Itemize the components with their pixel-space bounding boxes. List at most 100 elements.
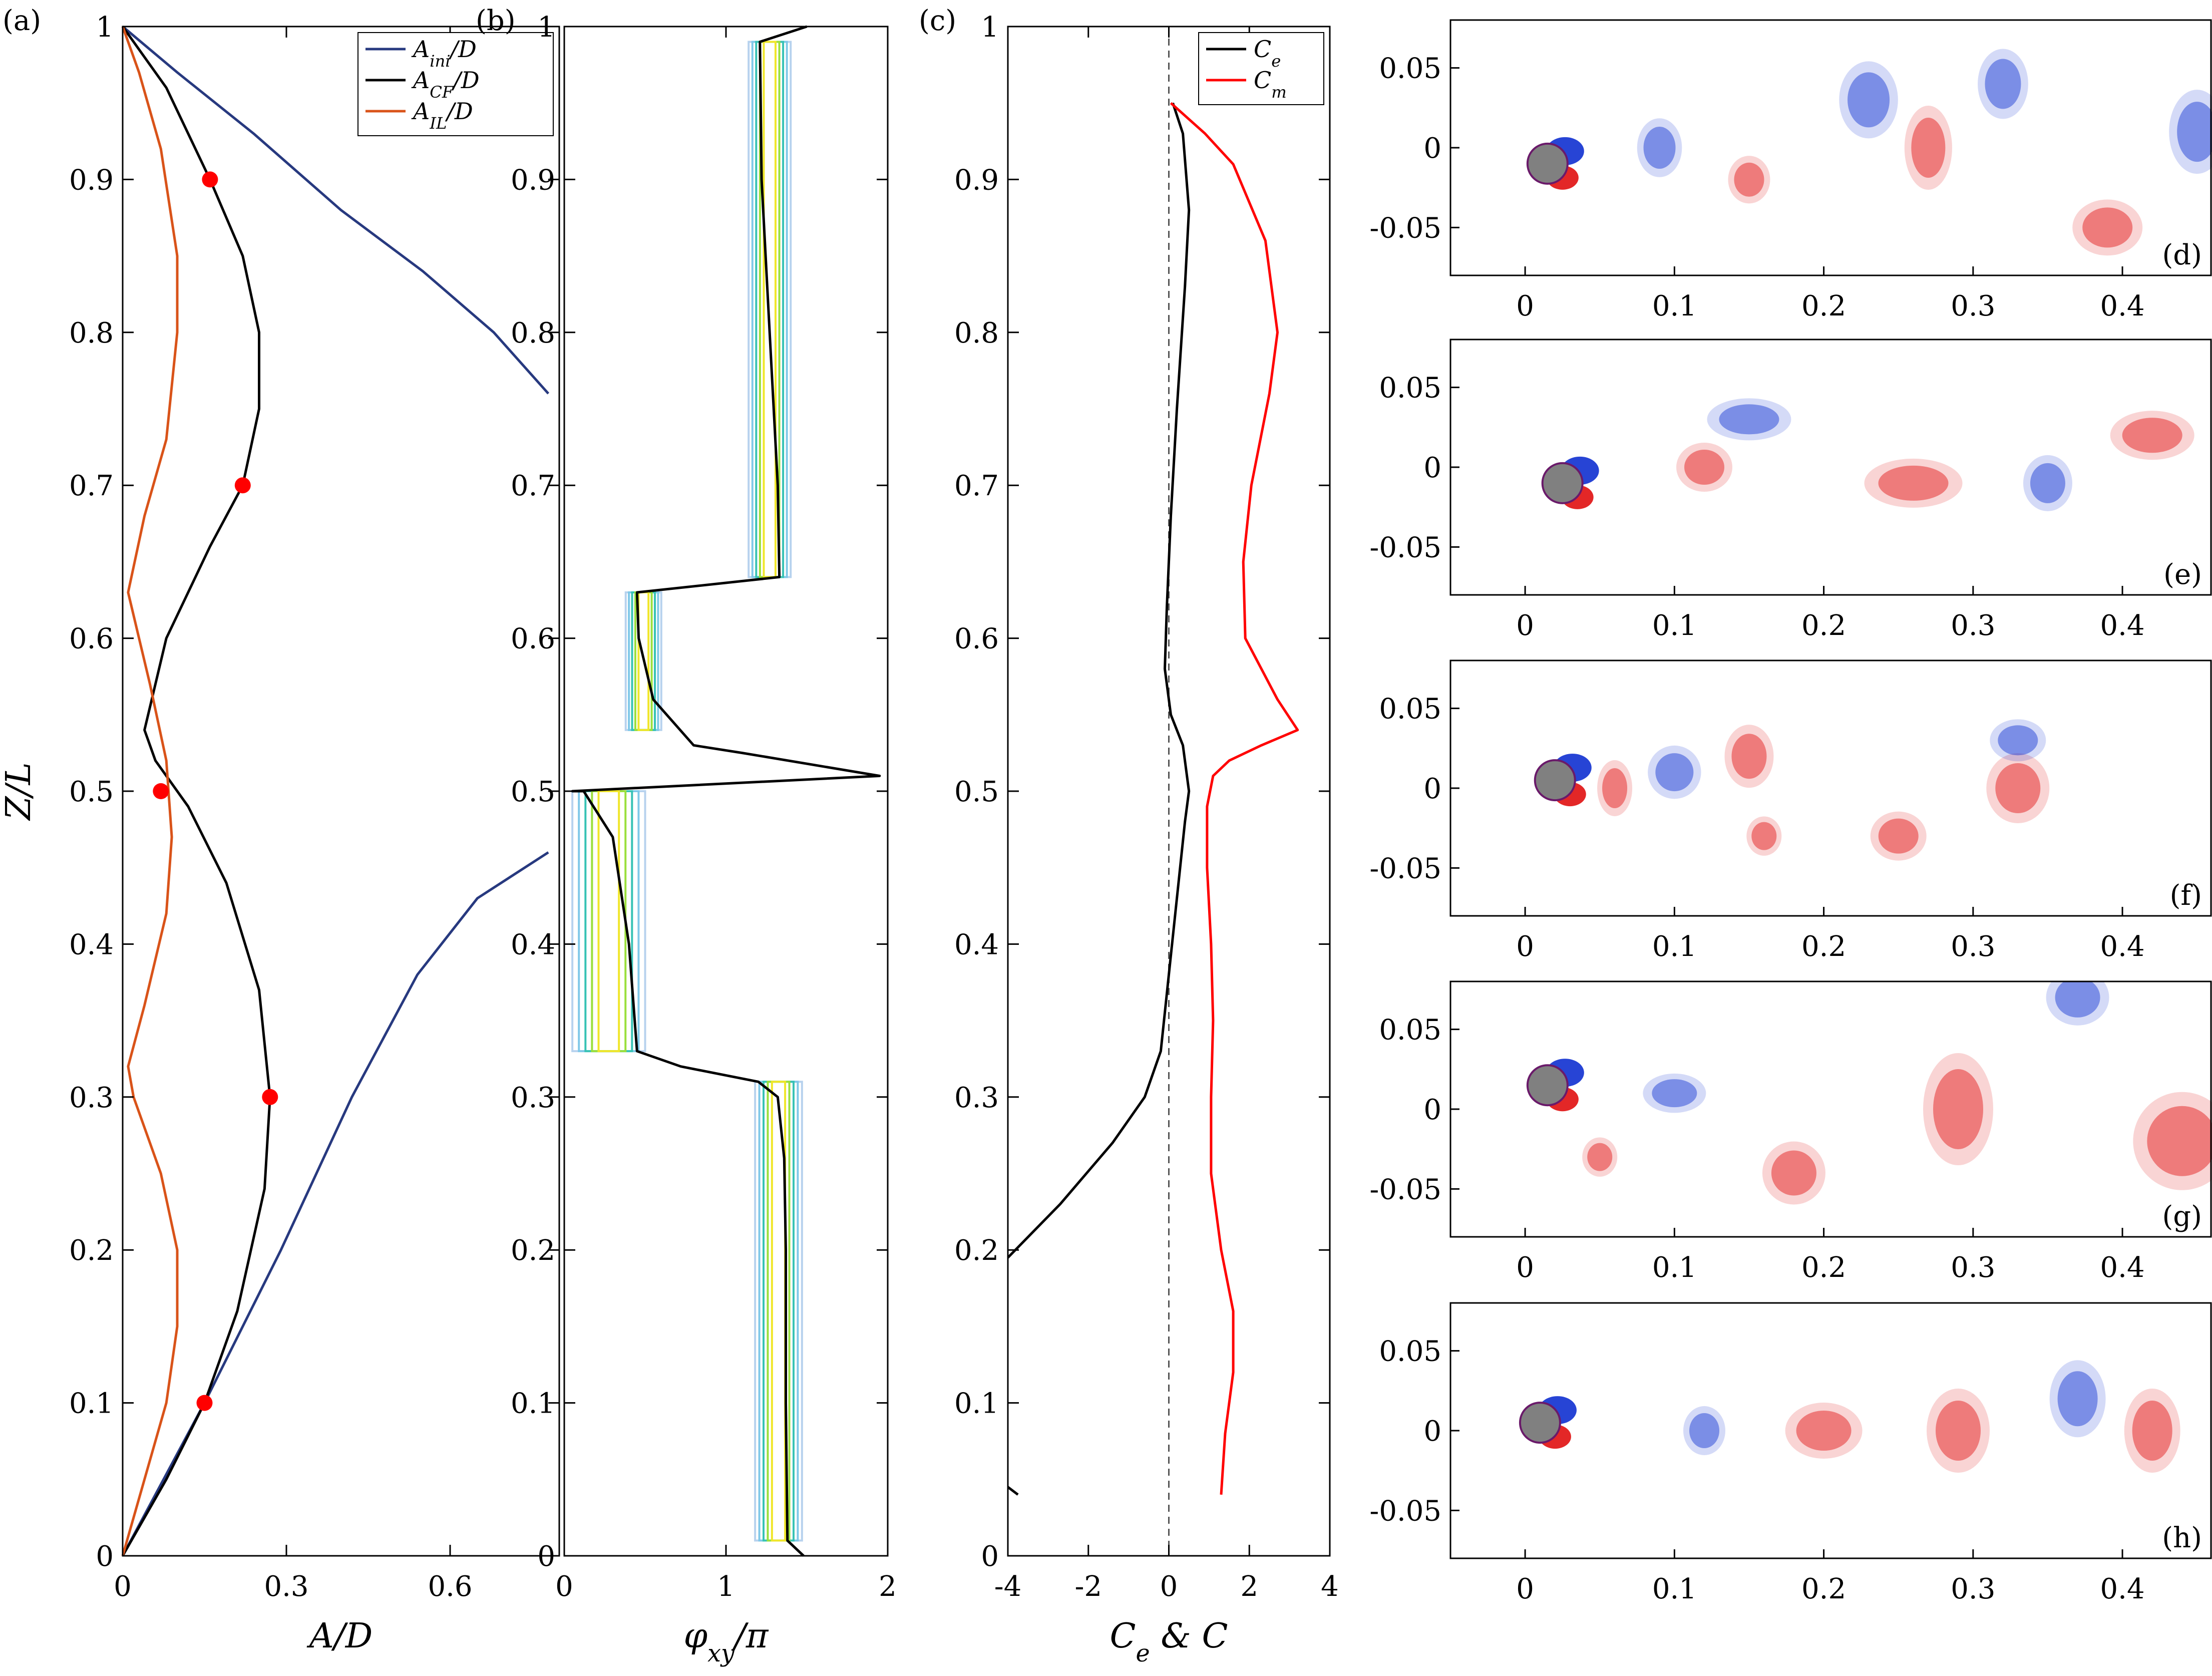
wake-panel-3: 0.05 0 -0.05 0 0.1 0.2 0.3 0.4 (g): [1369, 980, 2212, 1284]
vortex: [1602, 768, 1628, 808]
vortex-halo: [2133, 1092, 2212, 1190]
vortex: [1796, 1411, 1852, 1451]
xtick-label: 0.3: [1951, 290, 1995, 322]
vortex-halo: [1864, 458, 1963, 508]
vortex-halo: [1597, 760, 1633, 816]
ytick-label: 0.1: [954, 1388, 999, 1420]
ytick-label: -0.05: [1369, 852, 1441, 885]
xtick-label: 0.2: [1801, 290, 1846, 322]
panel-c: 0 0.1 0.2 0.3 0.4 0.5 0.6 0.7 0.8 0.9 1 -4 -2 0 2 4 Ce &…: [919, 5, 1339, 1667]
vortex-halo: [1986, 753, 2050, 823]
xtick-label: 0.1: [1652, 1251, 1697, 1284]
vortex: [1878, 818, 1919, 854]
xtick-label: 0.1: [1652, 609, 1697, 642]
vortex-halo: [1728, 156, 1770, 204]
ytick-label: 0: [96, 1540, 114, 1573]
xtick-label: 0.4: [2100, 609, 2145, 642]
wake-panel-1: 0.05 0 -0.05 0 0.1 0.2 0.3 0.4 (e): [1369, 339, 2212, 642]
wake-panel-0: 0.05 0 -0.05 0 0.1 0.2 0.3 0.4 (d): [1369, 19, 2212, 322]
x-axis-label: Ce & C: [1110, 1616, 1228, 1667]
ytick-label: 0.1: [511, 1388, 555, 1420]
vortex: [1684, 450, 1724, 485]
vortex-halo: [1676, 443, 1732, 492]
vortex-halo: [1707, 398, 1791, 441]
vortex: [1719, 404, 1779, 435]
ytick-label: -0.05: [1369, 531, 1441, 564]
xtick-label: 0.1: [1652, 930, 1697, 963]
ytick-label: 0.2: [954, 1234, 999, 1267]
marker-2: [153, 783, 169, 799]
contour-band-0-0: [754, 1081, 803, 1542]
vortex-halo: [1637, 118, 1682, 177]
vortex: [2082, 207, 2133, 248]
xtick-label: 2: [879, 1570, 897, 1603]
wake-field: [1534, 719, 2050, 861]
ytick-label: 0.05: [1379, 1014, 1441, 1047]
series-line-c-0: [1007, 102, 1191, 1259]
y-axis-label: Z/L: [0, 762, 39, 821]
cylinder: [1534, 759, 1576, 802]
xtick-label: -2: [1074, 1570, 1102, 1603]
vortex-halo: [2049, 1360, 2106, 1438]
xtick-label: 0: [1516, 290, 1534, 322]
series-line-c-1: [1007, 1486, 1019, 1496]
vortex: [1985, 59, 2021, 109]
ytick-label: 0.6: [69, 623, 114, 655]
ytick-label: 0: [1423, 132, 1441, 165]
vortex-halo: [1927, 1389, 1990, 1473]
vortex: [1936, 1401, 1981, 1461]
vortex: [1652, 1079, 1697, 1108]
ytick-label: 0: [1423, 452, 1441, 484]
ytick-label: 0.2: [511, 1234, 555, 1267]
ytick-label: 0.1: [69, 1388, 114, 1420]
vortex: [1655, 753, 1694, 792]
vortex: [1878, 465, 1949, 501]
vortex-halo: [2124, 1389, 2180, 1473]
vortex: [2147, 1106, 2212, 1176]
wake-field: [1519, 1360, 2180, 1473]
vortex-halo: [2046, 981, 2109, 1026]
ytick-label: 0.2: [69, 1234, 114, 1267]
xtick-label: 0.1: [1652, 1573, 1697, 1605]
cylinder: [1519, 1402, 1561, 1444]
cylinder: [1526, 142, 1569, 185]
ytick-label: 0.05: [1379, 372, 1441, 405]
ytick-label: 0: [1423, 773, 1441, 805]
xtick-label: 0.3: [1951, 1573, 1995, 1605]
ytick-label: 0.5: [69, 776, 114, 808]
vortex-halo: [1648, 745, 1701, 799]
vortex: [1734, 162, 1764, 197]
marker-4: [202, 171, 218, 188]
ytick-label: -0.05: [1369, 212, 1441, 244]
xtick-label: 0: [1516, 609, 1534, 642]
vortex: [1911, 118, 1946, 178]
ytick-label: 0.3: [954, 1082, 999, 1114]
panel-label: (d): [2162, 239, 2202, 271]
panel-b: 0 0.1 0.2 0.3 0.4 0.5 0.6 0.7 0.8 0.9 1 0 1 2 φxy/π (b): [476, 5, 897, 1667]
xtick-label: 0.4: [2100, 1251, 2145, 1284]
vortex-halo: [1582, 1137, 1618, 1177]
vortex: [2132, 1401, 2172, 1461]
ytick-label: 1: [537, 11, 555, 44]
xtick-label: 0.2: [1801, 930, 1846, 963]
xtick-label: 0: [1516, 1251, 1534, 1284]
legend-entry: AIL/D: [411, 98, 473, 133]
legend-entry: Cm: [1254, 67, 1287, 102]
ytick-label: 0.7: [511, 470, 555, 502]
series-line-c-2: [1170, 102, 1299, 1495]
ytick-label: 0.8: [511, 317, 555, 350]
ytick-label: 0.8: [954, 317, 999, 350]
cylinder: [1541, 462, 1584, 504]
xtick-label: 0.3: [264, 1570, 308, 1603]
legend-entry: Ce: [1254, 36, 1281, 71]
xtick-label: 0.3: [1951, 1251, 1995, 1284]
xtick-label: 1: [717, 1570, 735, 1603]
vortex-halo: [1785, 1403, 1863, 1459]
xtick-label: 0: [1160, 1570, 1178, 1603]
cylinder: [1526, 1064, 1569, 1107]
panel-label: (f): [2170, 879, 2202, 912]
xtick-label: 0.6: [428, 1570, 472, 1603]
x-axis-label: A/D: [306, 1616, 373, 1656]
vortex: [1998, 725, 2038, 756]
ytick-label: 0.9: [511, 164, 555, 196]
